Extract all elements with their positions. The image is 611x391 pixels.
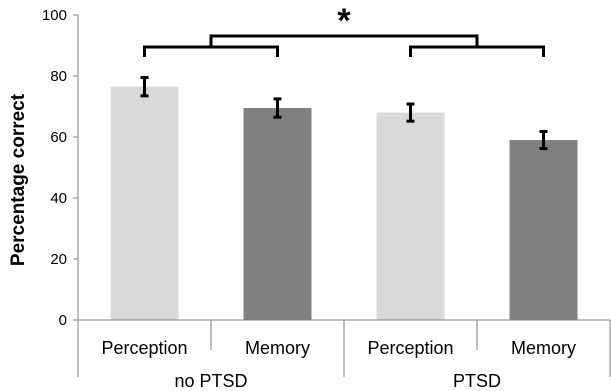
x-tick-label: Perception [101,338,187,358]
outer-bracket [209,34,479,47]
y-tick-label: 80 [50,68,67,85]
bar [376,112,445,320]
y-tick-label: 20 [50,251,67,268]
x-tick-label: Perception [367,338,453,358]
y-tick-label: 0 [59,312,67,329]
bar [243,108,312,321]
error-bars [140,76,548,151]
y-tick-label: 60 [50,129,67,146]
significance-brackets [143,34,545,57]
y-ticks: 0 20 40 60 80 100 [42,7,78,329]
x-axis: Perception Memory Perception Memory no PTSD P… [101,320,611,391]
x-tick-label: Memory [245,338,310,358]
group-label: no PTSD [174,371,247,391]
inner-bracket [143,45,279,57]
bar [509,140,578,320]
group-label: PTSD [453,371,501,391]
inner-bracket [409,45,545,57]
bars [110,86,578,321]
y-tick-label: 100 [42,7,67,24]
bar [110,86,179,320]
y-axis-label: Percentage correct [8,93,29,266]
y-tick-label: 40 [50,190,67,207]
significance-star: * [337,2,351,40]
x-tick-label: Memory [511,338,576,358]
